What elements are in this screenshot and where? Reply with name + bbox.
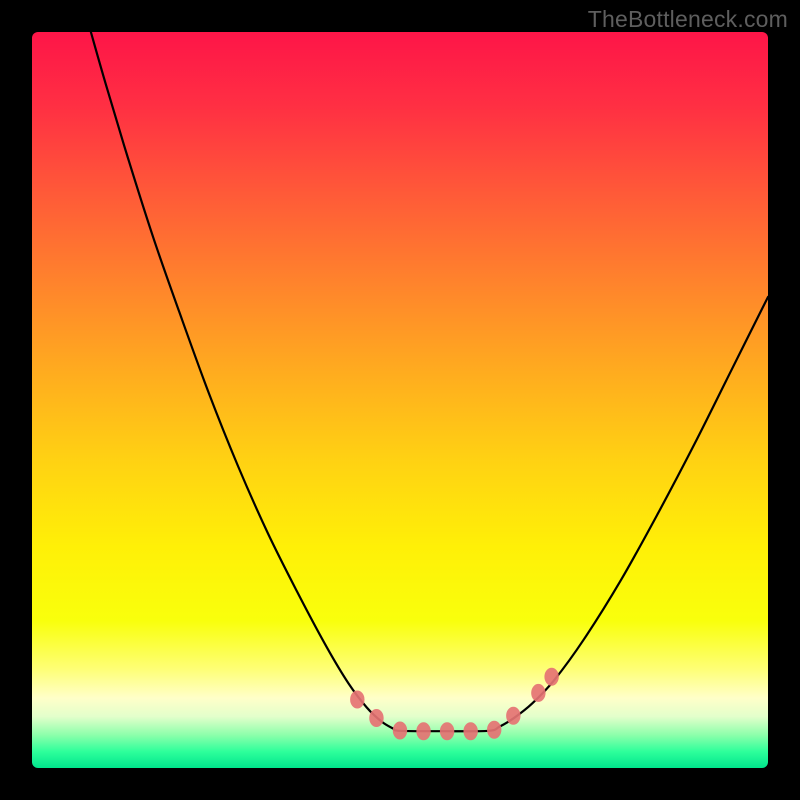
viewport: TheBottleneck.com: [0, 0, 800, 800]
data-marker: [531, 684, 545, 702]
data-marker: [440, 722, 454, 740]
data-marker: [393, 721, 407, 739]
data-marker: [369, 709, 383, 727]
data-marker: [463, 722, 477, 740]
gradient-panel: [32, 32, 768, 768]
data-marker: [506, 707, 520, 725]
data-marker: [416, 722, 430, 740]
data-marker: [350, 691, 364, 709]
watermark-text: TheBottleneck.com: [588, 6, 788, 33]
bottleneck-chart: [0, 0, 800, 800]
data-marker: [487, 721, 501, 739]
data-marker: [544, 668, 558, 686]
